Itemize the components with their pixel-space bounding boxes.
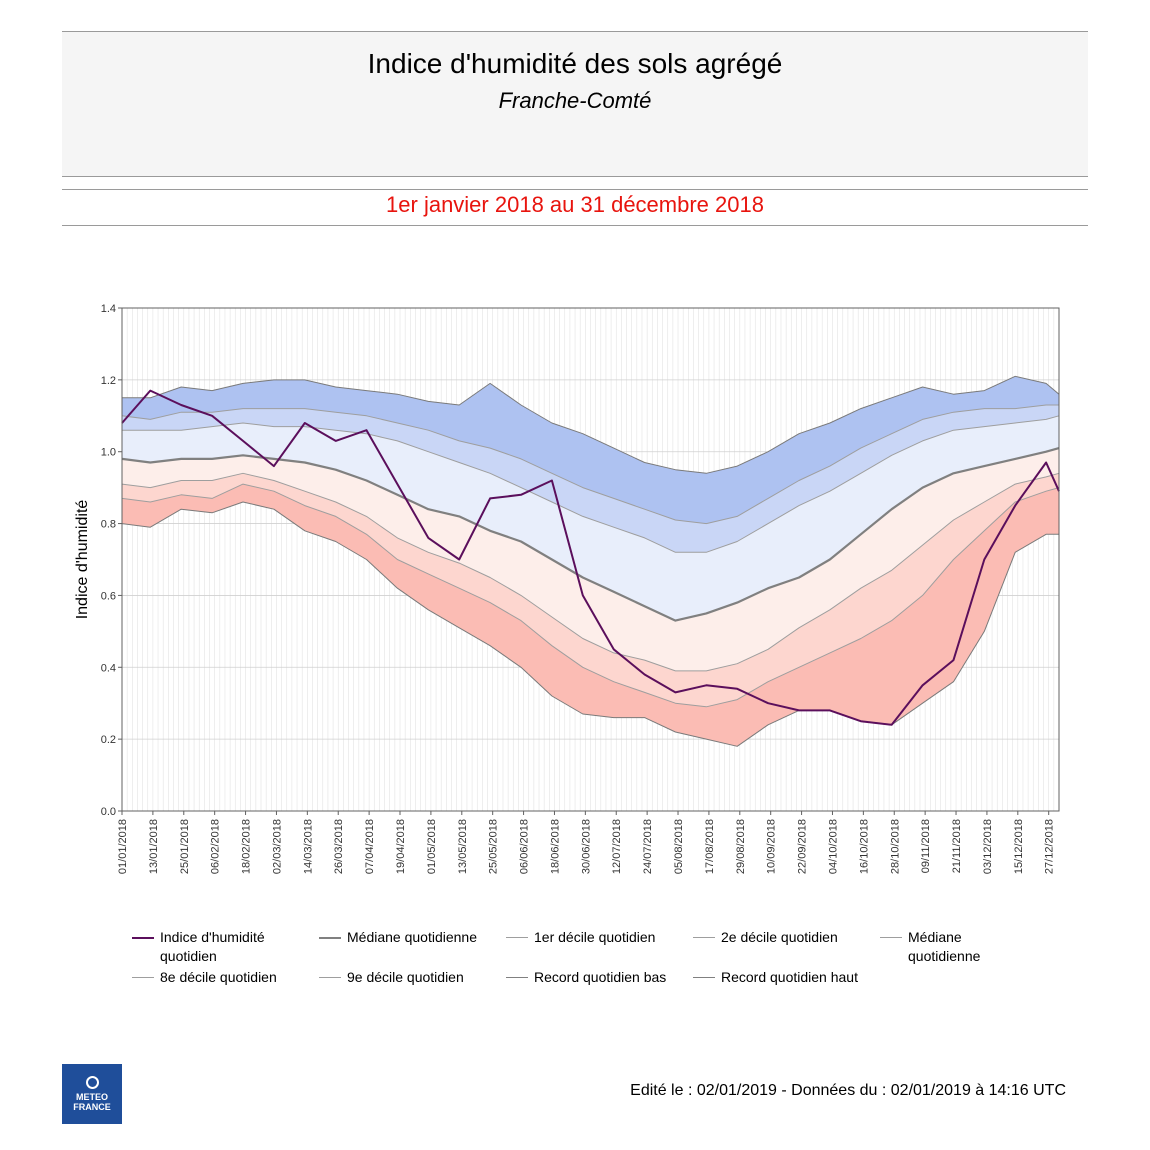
x-tick-label: 15/12/2018 [1013,819,1025,874]
period-label: 1er janvier 2018 au 31 décembre 2018 [386,192,764,217]
legend-swatch [319,977,341,978]
legend-item-record-low: Record quotidien bas [504,968,684,987]
chart-subtitle: Franche-Comté [498,88,652,113]
legend-swatch [132,937,154,939]
y-tick-label: 0.2 [101,734,116,746]
series-line-humidity-index [121,389,1060,726]
series-line-decile-1 [121,483,1060,708]
band-decile-9-to-record-high [122,376,1059,524]
x-tick-label: 10/09/2018 [766,819,778,874]
legend-label: Médiane quotidienne [347,929,477,945]
series-line-decile-9 [121,404,1059,525]
legend-item-median-2: Médiane quotidienne [878,928,1028,966]
legend-item-decile-2: 2e décile quotidien [691,928,881,947]
band-decile-1-to-2 [122,473,1059,707]
legend-item-decile-1: 1er décile quotidien [504,928,694,947]
y-tick-label: 0.0 [101,806,116,818]
x-tick-label: 06/02/2018 [210,819,222,874]
legend-label: Record quotidien bas [534,969,667,985]
legend-item-decile-9: 9e décile quotidien [317,968,497,987]
y-tick-label: 1.0 [101,447,116,459]
y-axis-label: Indice d'humidité [74,500,91,620]
x-tick-label: 29/08/2018 [735,819,747,874]
x-tick-label: 22/09/2018 [797,819,809,874]
legend-swatch [506,977,528,978]
humidity-chart: 0.0 0.2 0.4 0.6 0.8 1.0 1.2 1.4 01/01/2018 13/01/… [74,303,1060,874]
x-tick-label: 16/10/2018 [858,819,870,874]
x-tick-label: 17/08/2018 [704,819,716,874]
series-line-decile-8 [122,415,1060,553]
band-decile-2-to-median [122,448,1059,671]
y-tick-label: 1.2 [101,375,116,387]
legend-item-record-high: Record quotidien haut [691,968,871,987]
legend-item-decile-8: 8e décile quotidien [130,968,310,987]
x-tick-label: 05/08/2018 [673,819,685,874]
logo-line: FRANCE [73,1102,111,1112]
plot-frame [121,307,1060,812]
x-tick-label: 03/12/2018 [982,819,994,874]
x-tick-label: 02/03/2018 [272,819,284,874]
legend-swatch [319,937,341,939]
x-tick-label: 25/01/2018 [179,819,191,874]
legend-item-index: Indice d'humidité quotidien [130,928,310,966]
legend-swatch [132,977,154,978]
x-tick-label: 27/12/2018 [1044,819,1056,874]
divider [62,189,1088,190]
meteo-france-logo: METEO FRANCE [62,1064,122,1124]
x-tick-label: 06/06/2018 [519,819,531,874]
x-tick-label: 26/03/2018 [333,819,345,874]
legend-swatch [880,937,902,938]
y-tick-label: 0.4 [101,662,116,674]
x-tick-label: 18/02/2018 [241,819,253,874]
x-tick-label: 13/05/2018 [457,819,469,874]
legend-label: 1er décile quotidien [534,929,656,945]
logo-circle-icon [85,1076,99,1089]
series-line-record-high [122,375,1060,474]
legend-label: 9e décile quotidien [347,969,464,985]
legend-label: 2e décile quotidien [721,929,838,945]
logo-line: METEO [75,1092,108,1102]
legend-label: 8e décile quotidien [160,969,277,985]
legend-label: Record quotidien haut [721,969,858,985]
legend-item-median: Médiane quotidienne [317,928,497,947]
legend-swatch [506,937,528,938]
x-tick-label: 25/05/2018 [488,819,500,874]
x-tick-label: 01/01/2018 [117,819,129,874]
x-tick-label: 09/11/2018 [920,819,932,873]
y-tick-label: 0.8 [101,519,116,531]
series-line-record-low [121,501,1059,747]
chart-title: Indice d'humidité des sols agrégé [367,48,783,79]
band-median-to-decile-8 [122,415,1059,621]
x-tick-label: 01/05/2018 [426,819,438,874]
x-tick-label: 07/04/2018 [364,819,376,874]
y-tick-label: 1.4 [101,303,116,315]
legend-swatch [693,937,715,938]
edition-info: Edité le : 02/01/2019 - Données du : 02/… [630,1082,1066,1099]
legend-label: Indice d'humidité quotidien [160,929,265,964]
header-panel: Indice d'humidité des sols agrégé Franch… [62,31,1088,177]
x-tick-label: 21/11/2018 [951,819,963,873]
legend-label: Médiane quotidienne [908,929,981,964]
y-tick-label: 0.6 [101,590,116,602]
x-tick-label: 12/07/2018 [611,819,623,874]
x-tick-label: 30/06/2018 [580,819,592,874]
x-tick-label: 04/10/2018 [828,819,840,874]
x-tick-label: 14/03/2018 [302,819,314,874]
divider [62,225,1088,226]
legend-swatch [693,977,715,978]
x-tick-label: 24/07/2018 [642,819,654,874]
series-line-decile-2 [121,472,1060,672]
x-tick-label: 13/01/2018 [148,819,160,874]
x-tick-label: 28/10/2018 [889,819,901,874]
band-record-low-to-decile-1 [122,484,1059,747]
x-tick-label: 19/04/2018 [395,819,407,874]
x-tick-label: 18/06/2018 [550,819,562,874]
